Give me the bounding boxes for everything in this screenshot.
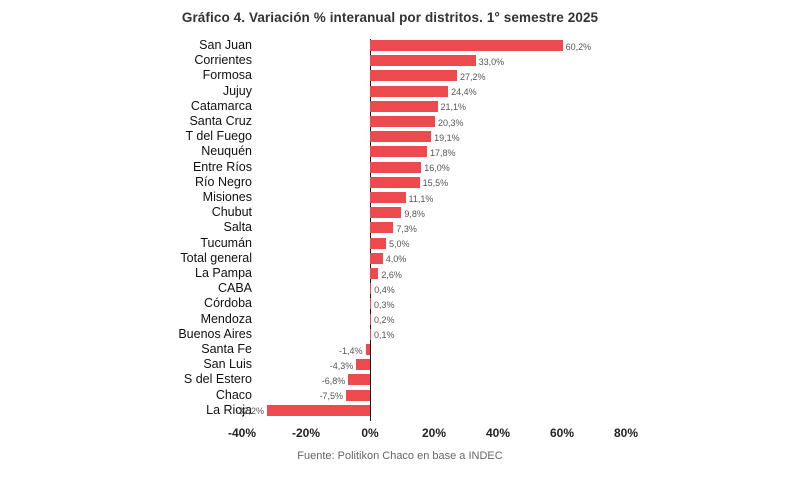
category-label: Santa Fe — [201, 342, 252, 356]
category-label: Chaco — [215, 387, 252, 402]
category-label: Tucumán — [200, 235, 252, 250]
bar — [370, 237, 386, 249]
category-label: CABA — [217, 281, 252, 296]
x-axis-tick-label: 60% — [549, 426, 575, 440]
value-label: 11,1% — [408, 193, 434, 204]
bar — [348, 374, 370, 386]
bar — [370, 146, 427, 158]
value-label: -4,3% — [329, 360, 354, 371]
value-label: 5,0% — [389, 239, 410, 250]
value-label: 17,8% — [429, 147, 456, 158]
category-label: Formosa — [202, 68, 252, 83]
value-label: 0,1% — [374, 330, 395, 341]
x-axis: -40% -20% 0% 20% 40% 60% 80% — [0, 426, 800, 444]
value-label: -7,5% — [319, 391, 343, 402]
value-label: 4,0% — [385, 254, 407, 265]
x-axis-tick-label: -20% — [291, 426, 320, 440]
bar — [370, 207, 402, 219]
source-caption: Fuente: Politikon Chaco en base a INDEC — [297, 450, 503, 462]
bar — [266, 404, 370, 416]
category-label: Santa Cruz — [189, 114, 252, 128]
value-label: 16,0% — [424, 163, 450, 174]
bar — [370, 176, 420, 188]
x-axis-tick-label: -40% — [227, 426, 256, 440]
category-label: Jujuy — [222, 83, 252, 98]
bar — [346, 389, 370, 401]
bar — [370, 313, 371, 325]
value-label: -32,2% — [235, 406, 264, 417]
value-label: 0,2% — [374, 315, 395, 326]
category-label: S del Estero — [183, 372, 252, 387]
bar — [370, 268, 379, 279]
category-label: Total general — [180, 250, 252, 265]
category-label: Misiones — [202, 190, 252, 204]
value-label: 20,3% — [437, 117, 464, 128]
bar — [370, 116, 435, 127]
x-axis-tick-label: 40% — [485, 426, 511, 440]
category-label: San Juan — [199, 38, 252, 52]
x-axis-tick-label: 0% — [361, 426, 379, 440]
category-label: La Pampa — [195, 266, 252, 280]
category-label: Entre Ríos — [192, 159, 252, 174]
category-label: Río Negro — [195, 174, 252, 189]
value-label: -6,8% — [321, 375, 346, 386]
bar — [370, 131, 432, 143]
value-label: 33,0% — [478, 56, 505, 67]
category-label: Córdoba — [204, 296, 252, 311]
value-label: 60,2% — [565, 41, 592, 52]
bar — [356, 359, 370, 371]
bar — [370, 55, 476, 67]
category-label: La Rioja — [206, 402, 252, 417]
category-label: Mendoza — [200, 311, 252, 326]
bar — [370, 283, 372, 295]
bar — [370, 328, 371, 340]
value-label: 7,3% — [396, 223, 417, 234]
bar — [370, 252, 383, 264]
category-label: T del Fuego — [185, 129, 252, 144]
value-label: 9,8% — [404, 208, 425, 219]
value-label: 0,3% — [374, 299, 395, 310]
bar — [370, 192, 406, 203]
value-label: 21,1% — [440, 102, 467, 113]
x-axis-tick-label: 20% — [421, 426, 447, 440]
value-label: 0,4% — [374, 284, 395, 295]
bar — [370, 100, 438, 112]
category-label: Neuquén — [201, 144, 252, 159]
x-axis-tick-label: 80% — [613, 426, 639, 440]
value-label: -1,4% — [339, 345, 363, 356]
bar — [370, 161, 422, 173]
value-label: 27,2% — [460, 71, 486, 82]
value-label: 15,5% — [422, 178, 449, 189]
bar — [370, 222, 394, 234]
bar — [370, 298, 371, 310]
value-label: 2,6% — [381, 269, 402, 280]
category-label: San Luis — [203, 357, 252, 372]
bar — [370, 40, 563, 51]
value-label: 24,4% — [451, 87, 477, 98]
bar-chart-plot: San Juan 60,2% Corrientes 33,0% Formosa 27,2%… — [0, 38, 800, 422]
value-label: 19,1% — [434, 132, 460, 143]
category-label: Salta — [223, 220, 253, 235]
category-label: Chubut — [211, 205, 252, 220]
chart-title: Gráfico 4. Variación % interanual por di… — [181, 10, 599, 25]
category-label: Corrientes — [194, 53, 252, 68]
category-label: Catamarca — [190, 98, 252, 113]
bar — [370, 70, 458, 82]
bar — [365, 344, 370, 355]
category-label: Buenos Aires — [178, 326, 252, 341]
bar — [370, 85, 449, 97]
